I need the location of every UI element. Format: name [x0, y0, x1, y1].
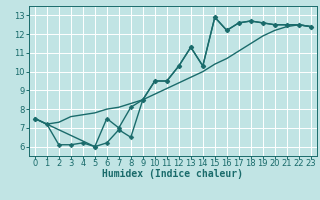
X-axis label: Humidex (Indice chaleur): Humidex (Indice chaleur): [102, 169, 243, 179]
